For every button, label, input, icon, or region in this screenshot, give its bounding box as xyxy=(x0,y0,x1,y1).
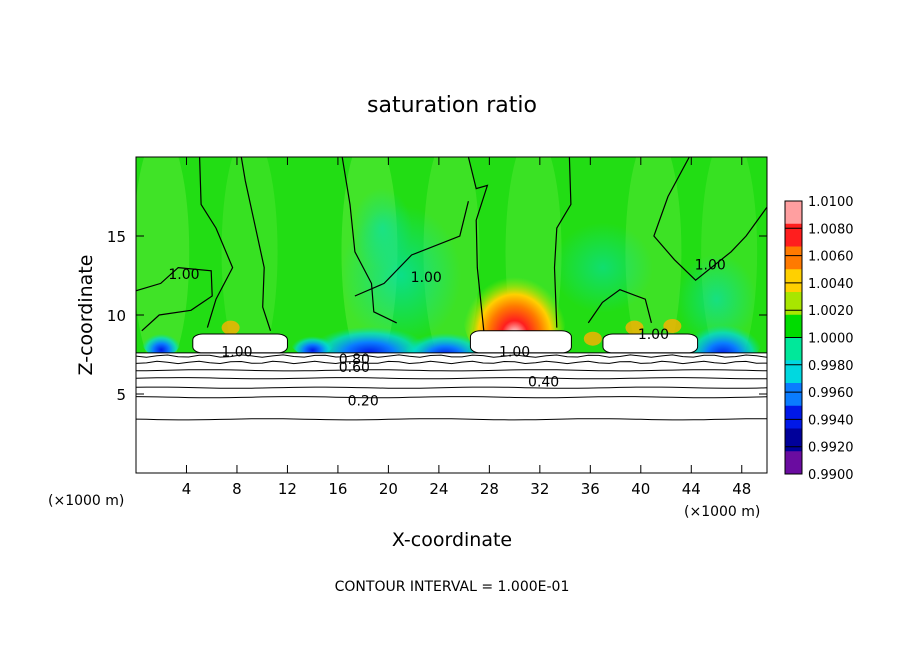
x-tick-label: 44 xyxy=(682,480,701,498)
contour-line xyxy=(587,289,652,324)
colorbar-segment xyxy=(785,383,802,407)
colorbar-label: 0.9920 xyxy=(808,441,854,456)
field-cyan-patch xyxy=(352,188,413,269)
contour-line xyxy=(467,157,489,331)
contour-line xyxy=(136,360,767,365)
contour-label: 0.80 xyxy=(339,352,370,368)
colorbar-label: 1.0040 xyxy=(808,277,854,292)
field-lower-region xyxy=(136,352,767,473)
contour-label: 0.20 xyxy=(348,393,379,409)
contour-line xyxy=(553,157,572,328)
contour-label: 1.00 xyxy=(221,344,252,360)
y-tick-label: 15 xyxy=(107,228,126,246)
contour-label: 1.00 xyxy=(695,257,726,273)
contour-line xyxy=(653,157,767,281)
y-tick-label: 10 xyxy=(107,307,126,325)
field-warm-spot xyxy=(221,320,240,335)
x-tick-label: 8 xyxy=(232,480,242,498)
colorbar-segment xyxy=(785,201,802,225)
colorbar-segment xyxy=(785,246,802,270)
colorbar-segment xyxy=(785,428,802,452)
contour-line xyxy=(136,396,767,399)
colorbar: 1.0100 1.0080 1.0060 1.0040 1.0020 1.0000 0.99… xyxy=(784,195,854,483)
field-cyan-patch xyxy=(552,222,653,313)
contour-label: 0.40 xyxy=(528,374,559,390)
x-unit-label: (×1000 m) xyxy=(684,504,760,520)
colorbar-segment xyxy=(785,337,802,361)
x-tick-label: 28 xyxy=(480,480,499,498)
field-light-streak xyxy=(136,157,190,372)
contour-label: 1.00 xyxy=(411,270,442,286)
contour-labels: 1.00 1.00 1.00 1.00 1.00 1.00 0.800.60 0.40 0.20 xyxy=(168,257,725,409)
field-light-streak xyxy=(221,157,278,372)
field-light-streak xyxy=(625,157,682,372)
contour-label: 1.00 xyxy=(638,327,669,343)
colorbar-segment xyxy=(785,292,802,316)
saturation-field xyxy=(136,157,767,473)
contour-line xyxy=(354,201,469,297)
field-warm-spot xyxy=(625,320,644,335)
field-warm-spot xyxy=(663,319,682,334)
contour-label: 0.60 xyxy=(339,360,370,376)
x-tick-label: 36 xyxy=(581,480,600,498)
colorbar-label: 0.9960 xyxy=(808,386,854,401)
contour-line xyxy=(199,157,234,328)
colorbar-segment xyxy=(785,223,802,247)
colorbar-label: 0.9980 xyxy=(808,359,854,374)
y-axis-label: Z-coordinate xyxy=(75,255,97,376)
y-tick-label: 5 xyxy=(116,386,126,404)
colorbar-segment xyxy=(785,269,802,293)
contour-line xyxy=(136,266,213,332)
field-blue-patch xyxy=(141,324,182,357)
contour-label: 1.00 xyxy=(168,267,199,283)
y-axis: 5 10 15 xyxy=(107,228,767,404)
x-tick-label: 40 xyxy=(631,480,650,498)
colorbar-label: 0.9940 xyxy=(808,413,854,428)
colorbar-label: 1.0080 xyxy=(808,222,854,237)
contour-interval-note: CONTOUR INTERVAL = 1.000E-01 xyxy=(335,579,570,595)
colorbar-label: 1.0000 xyxy=(808,332,854,347)
colorbar-segment xyxy=(785,360,802,384)
contour-lines xyxy=(136,157,767,421)
contour-line xyxy=(136,418,767,421)
x-axis-label: X-coordinate xyxy=(392,529,512,551)
contour-line xyxy=(136,369,767,372)
field-blue-patch xyxy=(290,327,335,356)
contour-line xyxy=(240,157,272,331)
x-tick-label: 20 xyxy=(379,480,398,498)
x-tick-label: 4 xyxy=(182,480,192,498)
x-tick-label: 32 xyxy=(530,480,549,498)
x-tick-label: 24 xyxy=(429,480,448,498)
colorbar-label: 1.0060 xyxy=(808,250,854,265)
colorbar-segment xyxy=(785,314,802,338)
y-unit-label: (×1000 m) xyxy=(48,493,124,509)
colorbar-segment xyxy=(785,405,802,429)
contour-line xyxy=(341,157,397,324)
x-tick-label: 16 xyxy=(328,480,347,498)
colorbar-segment xyxy=(785,451,802,475)
plot-area: 1.00 1.00 1.00 1.00 1.00 1.00 0.800.60 0.40 0.20 xyxy=(135,156,768,474)
colorbar-label: 1.0020 xyxy=(808,304,854,319)
field-blue-patch xyxy=(682,307,763,368)
field-blue-patch xyxy=(309,311,430,364)
colorbar-label: 0.9900 xyxy=(808,468,854,483)
x-tick-label: 12 xyxy=(278,480,297,498)
colorbar-label: 1.0100 xyxy=(808,195,854,210)
contour-label: 1.00 xyxy=(499,344,530,360)
x-tick-label: 48 xyxy=(732,480,751,498)
field-warm-spot xyxy=(583,331,602,346)
contour-line xyxy=(136,386,767,389)
chart-title: saturation ratio xyxy=(367,93,537,118)
contour-line xyxy=(136,377,767,380)
x-axis: 4 8 12 16 20 24 28 32 36 40 44 48 xyxy=(182,157,751,498)
contour-line xyxy=(136,354,767,358)
